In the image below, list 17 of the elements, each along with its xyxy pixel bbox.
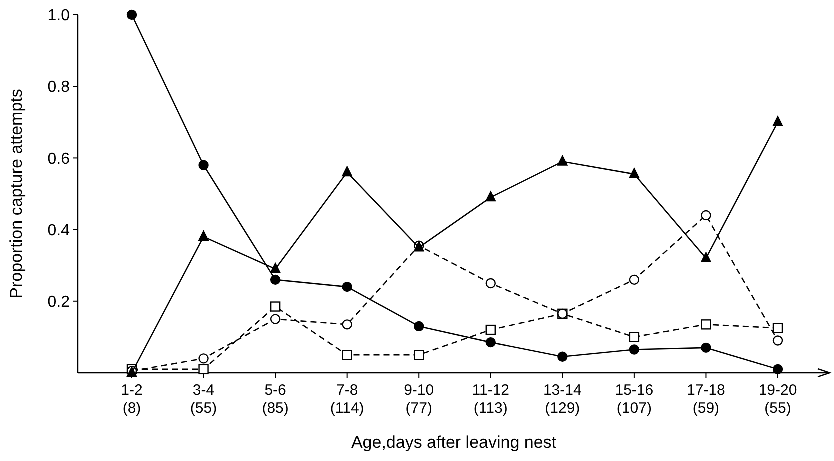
x-tick-label: 11-12 (113) [472, 382, 510, 417]
x-tick-label: 9-10 (77) [404, 382, 434, 417]
x-axis-title: Age,days after leaving nest [351, 433, 557, 452]
y-axis-title: Proportion capture attempts [7, 89, 26, 299]
x-tick-label: 19-20 (55) [758, 382, 798, 417]
x-tick-label: 5-6 (85) [262, 382, 289, 417]
x-tick-label: 15-16 (107) [615, 382, 654, 417]
y-tick-label: 0.4 [48, 222, 70, 240]
y-tick-label: 0.8 [48, 79, 70, 96]
x-tick-label: 1-2 (8) [121, 382, 143, 417]
x-tick-label: 3-4 (55) [190, 382, 218, 417]
y-tick-label: 0.6 [48, 150, 70, 168]
x-tick-label: 13-14 (129) [543, 382, 582, 417]
y-tick-label: 0.2 [48, 294, 70, 311]
y-tick-label: 1.0 [48, 8, 70, 25]
x-tick-label: 17-18 (59) [687, 382, 726, 417]
x-tick-label: 7-8 (114) [330, 382, 364, 417]
